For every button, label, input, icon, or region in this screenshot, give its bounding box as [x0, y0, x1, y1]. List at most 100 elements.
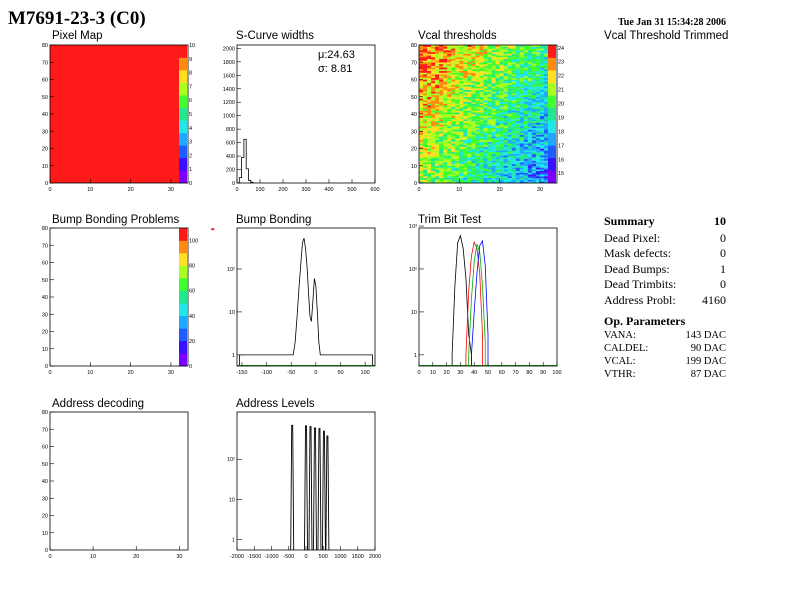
- vcal-thresholds-cell: [543, 143, 549, 146]
- vcal-thresholds-cell: [435, 177, 440, 180]
- pixel-map-y-tick-label: 40: [42, 112, 48, 118]
- vcal-thresholds-cell: [479, 50, 484, 53]
- vcal-thresholds-cell: [507, 162, 512, 165]
- vcal-thresholds-cell: [507, 58, 512, 61]
- vcal-thresholds-cell: [499, 165, 504, 168]
- vcal-thresholds-cell: [427, 91, 432, 94]
- vcal-thresholds-cell: [423, 74, 428, 77]
- vcal-thresholds-cell: [539, 172, 545, 175]
- vcal-thresholds-cell: [507, 107, 512, 110]
- vcal-thresholds-cell: [455, 62, 460, 65]
- vcal-thresholds-cell: [443, 134, 448, 137]
- vcal-thresholds-cell: [507, 115, 512, 118]
- vcal-thresholds-cell: [431, 60, 436, 63]
- vcal-thresholds-cell: [475, 60, 480, 63]
- vcal-thresholds-cell: [531, 91, 537, 94]
- vcal-thresholds-cell: [467, 53, 472, 56]
- vcal-thresholds-cell: [511, 86, 516, 89]
- vcal-thresholds-cell: [423, 179, 428, 182]
- vcal-thresholds-cell: [499, 51, 504, 54]
- vcal-thresholds-cell: [487, 151, 492, 154]
- vcal-thresholds-cell: [479, 101, 484, 104]
- vcal-thresholds-cell: [491, 134, 496, 137]
- vcal-thresholds-cell: [455, 167, 460, 170]
- vcal-thresholds-cell: [459, 100, 464, 103]
- vcal-thresholds-cell: [495, 131, 500, 134]
- vcal-thresholds-cell: [455, 162, 460, 165]
- vcal-thresholds-cell: [459, 89, 464, 92]
- vcal-thresholds-cell: [507, 119, 512, 122]
- vcal-thresholds-cell: [543, 126, 549, 128]
- vcal-thresholds-cell: [527, 122, 533, 125]
- vcal-thresholds-cell: [515, 72, 520, 75]
- vcal-thresholds-cell: [491, 131, 496, 134]
- vcal-thresholds-cell: [439, 181, 444, 184]
- vcal-thresholds-cell: [539, 148, 545, 151]
- vcal-thresholds-cell: [487, 63, 492, 66]
- trim-bit-test-x-tick-label: 90: [540, 370, 546, 376]
- vcal-thresholds-cell: [479, 81, 484, 84]
- vcal-thresholds-cell: [447, 88, 452, 91]
- vcal-thresholds-cell: [535, 76, 541, 78]
- pixel-map-y-tick-label: 10: [42, 164, 48, 170]
- vcal-thresholds-cell: [419, 160, 424, 163]
- vcal-thresholds-cell: [459, 58, 464, 61]
- vcal-thresholds-cell: [507, 120, 512, 123]
- vcal-thresholds-cell: [463, 176, 468, 179]
- vcal-thresholds-cell: [459, 160, 464, 163]
- vcal-thresholds-cell: [455, 77, 460, 80]
- vcal-thresholds-cell: [467, 70, 472, 73]
- vcal-thresholds-cell: [447, 145, 452, 147]
- bump-problems-y-tick-label: 70: [42, 243, 48, 249]
- vcal-thresholds-cell: [443, 122, 448, 125]
- vcal-thresholds-cell: [539, 55, 545, 58]
- address-levels-x-tick-label: 2000: [369, 554, 381, 560]
- vcal-thresholds-cell: [435, 117, 440, 120]
- vcal-thresholds-cell: [463, 145, 468, 147]
- vcal-thresholds-cell: [487, 122, 492, 125]
- vcal-thresholds-cell: [435, 176, 440, 179]
- vcal-thresholds-cell: [523, 55, 529, 58]
- vcal-thresholds-cell: [447, 157, 452, 160]
- vcal-thresholds-cell: [471, 141, 476, 144]
- vcal-thresholds-cell: [467, 155, 472, 158]
- vcal-thresholds-z-tick-label: 23: [558, 60, 564, 66]
- vcal-thresholds-cell: [459, 112, 464, 115]
- vcal-thresholds-cell: [427, 53, 432, 56]
- vcal-thresholds-cell: [491, 84, 496, 87]
- vcal-thresholds-cell: [479, 151, 484, 154]
- vcal-thresholds-cell: [495, 48, 500, 51]
- vcal-thresholds-cell: [459, 81, 464, 84]
- vcal-thresholds-cell: [511, 110, 516, 113]
- vcal-thresholds-cell: [507, 176, 512, 179]
- vcal-thresholds-cell: [435, 164, 440, 166]
- vcal-thresholds-cell: [475, 86, 480, 89]
- address-levels-x-tick-label: -2000: [230, 554, 244, 560]
- vcal-thresholds-cell: [531, 72, 537, 75]
- vcal-thresholds-z-tick-label: 20: [558, 102, 564, 108]
- bump-problems-scale-cell: [179, 315, 187, 329]
- vcal-thresholds-cell: [511, 167, 516, 170]
- vcal-thresholds-cell: [515, 158, 520, 161]
- vcal-thresholds-cell: [519, 58, 525, 61]
- vcal-thresholds-cell: [451, 162, 456, 165]
- vcal-thresholds-cell: [483, 74, 488, 77]
- vcal-thresholds-cell: [527, 177, 533, 180]
- vcal-thresholds-cell: [535, 95, 541, 97]
- vcal-thresholds-cell: [523, 84, 529, 87]
- vcal-thresholds-cell: [435, 55, 440, 58]
- vcal-thresholds-cell: [495, 63, 500, 66]
- vcal-thresholds-cell: [467, 55, 472, 58]
- vcal-thresholds-cell: [499, 95, 504, 97]
- vcal-thresholds-cell: [491, 146, 496, 149]
- vcal-thresholds-cell: [431, 72, 436, 75]
- vcal-thresholds-cell: [439, 157, 444, 160]
- vcal-thresholds-cell: [515, 126, 520, 128]
- vcal-thresholds-cell: [463, 53, 468, 56]
- vcal-thresholds-cell: [487, 145, 492, 147]
- vcal-thresholds-cell: [543, 53, 549, 56]
- vcal-thresholds-cell: [515, 148, 520, 151]
- vcal-thresholds-cell: [507, 165, 512, 168]
- vcal-thresholds-cell: [475, 134, 480, 137]
- vcal-thresholds-cell: [471, 150, 476, 153]
